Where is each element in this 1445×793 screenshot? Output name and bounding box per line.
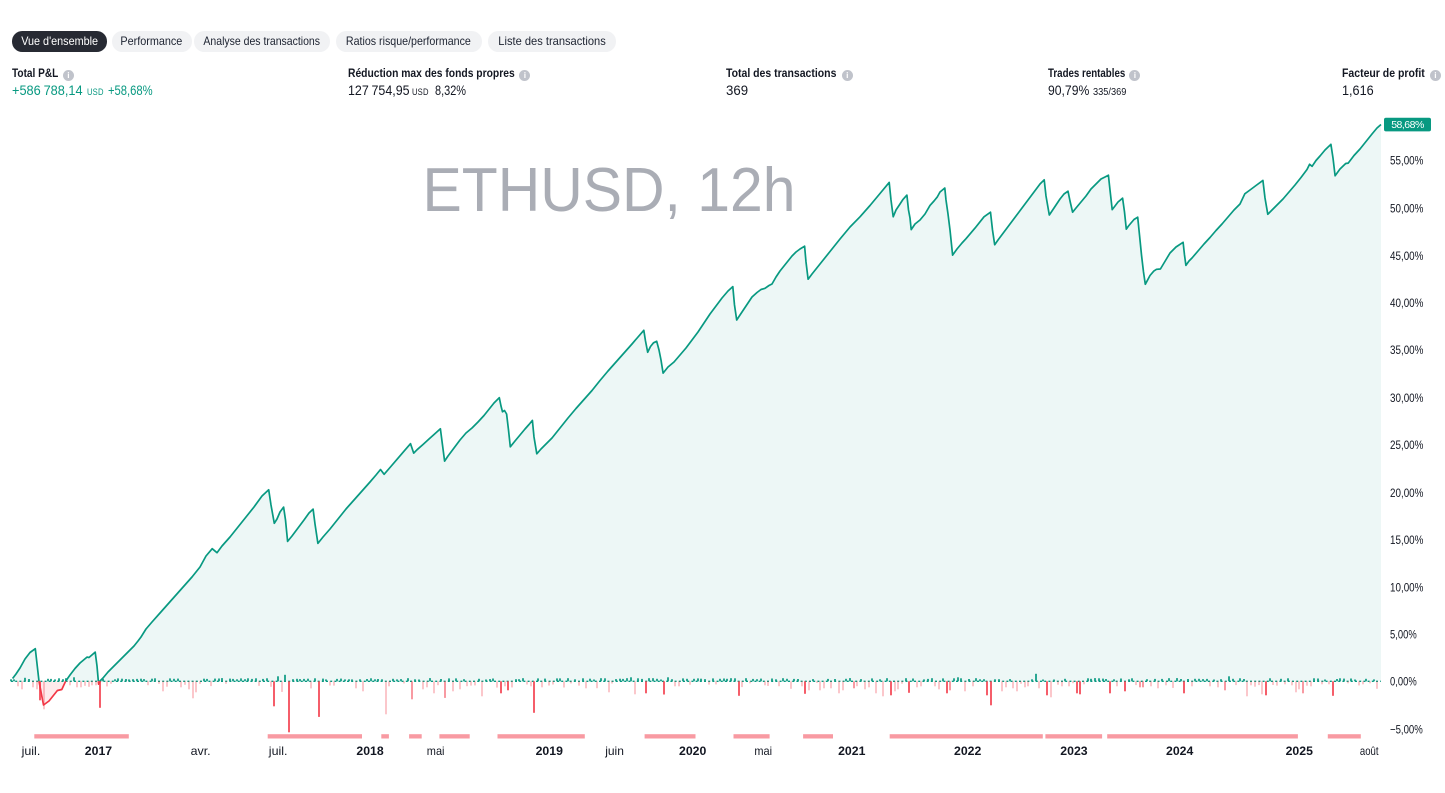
svg-text:juin: juin xyxy=(604,744,624,758)
svg-text:ETHUSD, 12h: ETHUSD, 12h xyxy=(423,156,796,225)
svg-text:2017: 2017 xyxy=(85,744,113,758)
svg-text:58,68%: 58,68% xyxy=(1391,119,1424,131)
svg-text:2018: 2018 xyxy=(356,744,384,758)
svg-text:55,00%: 55,00% xyxy=(1390,154,1424,168)
svg-text:20,00%: 20,00% xyxy=(1390,486,1424,500)
svg-text:2019: 2019 xyxy=(536,744,564,758)
svg-text:5,00%: 5,00% xyxy=(1390,628,1417,642)
svg-text:2020: 2020 xyxy=(679,744,707,758)
svg-text:30,00%: 30,00% xyxy=(1390,391,1424,405)
svg-text:45,00%: 45,00% xyxy=(1390,249,1424,263)
svg-text:50,00%: 50,00% xyxy=(1390,201,1424,215)
svg-text:juil.: juil. xyxy=(21,744,41,758)
svg-text:mai: mai xyxy=(427,744,445,758)
svg-text:25,00%: 25,00% xyxy=(1390,438,1424,452)
svg-text:−5,00%: −5,00% xyxy=(1390,722,1423,736)
svg-text:mai: mai xyxy=(754,744,772,758)
svg-text:2022: 2022 xyxy=(954,744,982,758)
svg-text:0,00%: 0,00% xyxy=(1390,675,1417,689)
svg-text:2023: 2023 xyxy=(1060,744,1088,758)
svg-text:35,00%: 35,00% xyxy=(1390,343,1424,357)
svg-text:15,00%: 15,00% xyxy=(1390,533,1424,547)
svg-text:juil.: juil. xyxy=(268,744,288,758)
svg-text:10,00%: 10,00% xyxy=(1390,581,1424,595)
svg-text:2024: 2024 xyxy=(1166,744,1194,758)
svg-text:40,00%: 40,00% xyxy=(1390,296,1424,310)
svg-text:2025: 2025 xyxy=(1286,744,1314,758)
svg-text:avr.: avr. xyxy=(191,744,211,758)
svg-text:août: août xyxy=(1360,744,1379,758)
svg-text:2021: 2021 xyxy=(838,744,866,758)
